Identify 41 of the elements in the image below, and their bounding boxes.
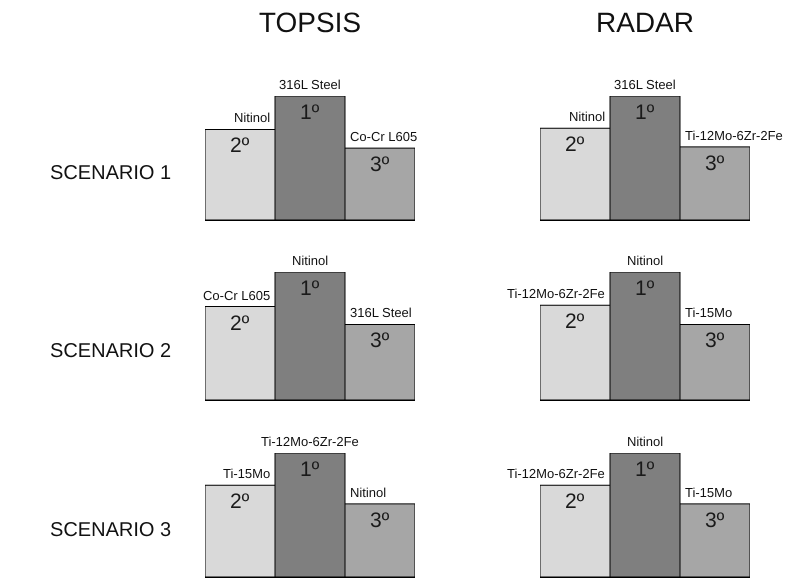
annotation: 1º bbox=[300, 458, 320, 481]
y-axis-title: SCENARIO 3 bbox=[50, 519, 172, 541]
annotation: Nitinol bbox=[350, 485, 386, 500]
annotation: 1º bbox=[300, 277, 320, 300]
annotation: Ti-12Mo-6Zr-2Fe bbox=[685, 128, 783, 143]
chart-title: TOPSIS bbox=[258, 6, 362, 38]
annotation: 3º bbox=[370, 329, 390, 352]
annotation: Nitinol bbox=[627, 434, 664, 449]
annotation: 3º bbox=[705, 509, 725, 532]
annotation: 2º bbox=[565, 133, 585, 156]
chart-title: RADAR bbox=[596, 6, 694, 38]
annotation: Nitinol bbox=[627, 253, 664, 268]
annotation: Nitinol bbox=[234, 110, 270, 125]
annotation: 2º bbox=[565, 490, 585, 513]
annotation: 316L Steel bbox=[350, 305, 412, 320]
annotation: 316L Steel bbox=[279, 77, 341, 92]
annotation: 3º bbox=[370, 153, 390, 176]
annotation: 2º bbox=[230, 490, 250, 513]
annotation: 1º bbox=[635, 277, 655, 300]
annotation: Ti-12Mo-6Zr-2Fe bbox=[507, 286, 605, 301]
annotation: Ti-15Mo bbox=[685, 485, 732, 500]
annotation: 2º bbox=[230, 312, 250, 335]
annotation: 3º bbox=[705, 152, 725, 175]
annotation: 316L Steel bbox=[614, 77, 676, 92]
annotation: Ti-15Mo bbox=[685, 305, 732, 320]
annotation: Ti-12Mo-6Zr-2Fe bbox=[261, 434, 359, 449]
annotation: Co-Cr L605 bbox=[203, 288, 270, 303]
annotation: 1º bbox=[635, 458, 655, 481]
annotation: 3º bbox=[370, 509, 390, 532]
annotation: 1º bbox=[300, 101, 320, 124]
annotation: Ti-12Mo-6Zr-2Fe bbox=[507, 466, 605, 481]
annotation: Nitinol bbox=[292, 253, 328, 268]
annotation: Ti-15Mo bbox=[223, 466, 270, 481]
annotation: 2º bbox=[565, 310, 585, 333]
y-axis-title: SCENARIO 2 bbox=[50, 340, 172, 362]
annotation: Nitinol bbox=[569, 109, 606, 124]
annotation: 1º bbox=[635, 101, 655, 124]
y-axis-title: SCENARIO 1 bbox=[50, 162, 172, 184]
annotation: Co-Cr L605 bbox=[350, 129, 418, 144]
annotation: 3º bbox=[705, 329, 725, 352]
annotation: 2º bbox=[230, 134, 250, 157]
